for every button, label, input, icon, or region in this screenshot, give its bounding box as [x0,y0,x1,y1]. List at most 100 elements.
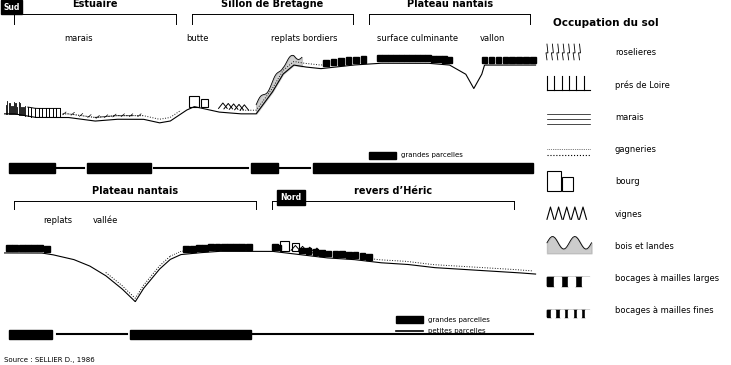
Bar [292,243,299,251]
Text: replats: replats [43,216,72,225]
Bar [547,277,590,285]
Bar [547,171,561,191]
Text: prés de Loire: prés de Loire [615,80,670,90]
Text: Nord: Nord [281,193,302,202]
Text: Plateau nantais: Plateau nantais [406,0,493,9]
Text: roselieres: roselieres [615,48,656,57]
Bar [87,163,151,173]
Bar [414,55,420,61]
Bar [377,55,382,61]
Bar [227,243,233,250]
Text: Sillon de Bretagne: Sillon de Bretagne [221,0,323,9]
Bar [240,243,246,250]
Bar [575,277,583,285]
Bar [404,55,409,61]
Bar [568,310,572,317]
Bar [25,245,31,251]
Text: butte: butte [186,34,208,43]
Bar [581,310,586,317]
Bar [251,163,278,173]
Bar [442,57,447,63]
Bar [393,55,398,61]
Bar [482,57,487,64]
Bar [568,277,575,285]
Bar [31,245,37,251]
Bar [353,57,359,63]
Text: bocages à mailles fines: bocages à mailles fines [615,306,713,315]
Bar [299,247,305,253]
Text: revers d’Héric: revers d’Héric [354,186,432,196]
Bar [382,55,388,61]
Bar [523,57,529,63]
Bar [189,246,195,252]
Bar [201,99,208,107]
Bar [530,57,536,63]
Bar [233,243,239,250]
Text: replats bordiers: replats bordiers [271,34,338,43]
Bar [339,251,345,257]
Text: marais: marais [64,34,93,43]
Bar [313,249,318,255]
Text: gagneries: gagneries [615,145,656,154]
Bar [447,57,452,63]
Bar [6,245,12,251]
Bar [547,310,590,317]
Bar [221,243,227,250]
Bar [586,310,590,317]
Bar [577,310,581,317]
Bar [561,277,568,285]
Bar [353,253,358,258]
Bar [214,243,221,250]
Bar [516,57,522,63]
Bar [319,250,325,256]
Text: Plateau nantais: Plateau nantais [92,186,178,196]
Text: Sud: Sud [4,3,20,12]
Bar [436,56,442,62]
Bar [18,245,25,251]
Bar [9,330,52,339]
Bar [420,55,425,61]
Bar [360,253,365,259]
Bar [196,245,202,251]
Bar [37,245,43,251]
Text: surface culminante: surface culminante [376,34,458,43]
Bar [306,249,311,254]
Text: petites parcelles: petites parcelles [428,328,485,334]
Text: vallée: vallée [93,216,118,225]
Bar [583,277,590,285]
Text: petites parcelles: petites parcelles [401,163,459,169]
Bar [551,310,556,317]
Bar [346,252,352,258]
Text: Estuaire: Estuaire [72,0,118,9]
Bar [333,251,338,257]
Text: marais: marais [615,113,643,122]
Bar [346,57,352,64]
Bar [369,152,396,159]
Bar [562,177,573,191]
Text: grandes parcelles: grandes parcelles [428,316,490,323]
Bar [12,245,18,251]
Bar [547,277,554,285]
Bar [510,57,515,63]
Bar [272,244,278,250]
Bar [313,163,533,173]
Bar [388,55,393,61]
Bar [44,246,50,252]
Bar [202,245,208,251]
Bar [366,254,371,260]
Text: bourg: bourg [615,177,640,186]
Bar [409,55,414,61]
Bar [280,241,289,251]
Text: vignes: vignes [615,210,643,219]
Bar [431,55,436,62]
Bar [338,58,344,65]
Bar [276,245,281,250]
Text: vallon: vallon [480,34,505,43]
Bar [246,243,251,250]
Bar [564,310,568,317]
Text: Occupation du sol: Occupation du sol [553,18,659,28]
Bar [183,246,189,253]
Bar [489,57,494,63]
Text: grandes parcelles: grandes parcelles [401,153,463,158]
Text: bois et landes: bois et landes [615,242,674,251]
